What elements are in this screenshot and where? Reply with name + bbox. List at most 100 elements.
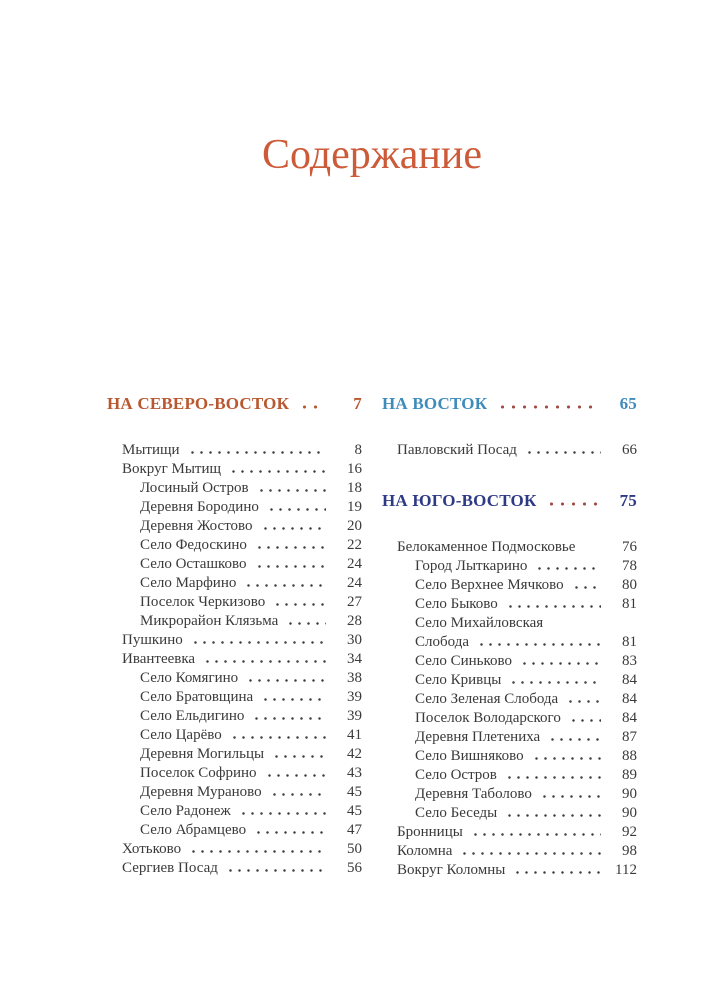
- dot-leader: [254, 831, 326, 834]
- entry-page: 84: [622, 672, 637, 688]
- entry-label: Село Синьково: [415, 653, 512, 669]
- entry-page: 45: [347, 784, 362, 800]
- toc-entry: Село Беседы 90: [382, 804, 637, 823]
- toc-entry: Бронницы 92: [382, 823, 637, 842]
- toc-entry: Пушкино 30: [107, 631, 362, 650]
- toc-entry: Белокаменное Подмосковье 76: [382, 538, 637, 557]
- entry-label: Село Радонеж: [140, 803, 231, 819]
- dot-leader: [546, 502, 599, 506]
- entry-label: Мытищи: [122, 442, 180, 458]
- dot-leader: [260, 527, 326, 530]
- toc-entry: Мытищи 8: [107, 441, 362, 460]
- toc-entry: Село Братовщина 39: [107, 688, 362, 707]
- entry-page: 84: [622, 710, 637, 726]
- dot-leader: [225, 869, 326, 872]
- toc-entry: Павловский Посад 66: [382, 441, 637, 460]
- entry-page: 24: [347, 556, 362, 572]
- toc-entry: Вокруг Мытищ 16: [107, 460, 362, 479]
- toc-entry: Деревня Плетениха 87: [382, 728, 637, 747]
- toc-column: НА СЕВЕРО-ВОСТОК 7 Мытищи 8 Вокруг Мытищ 16 Ло…: [107, 394, 362, 880]
- dot-leader: [505, 605, 601, 608]
- toc-entry: Лосиный Остров 18: [107, 479, 362, 498]
- toc-entry: Село Марфино 24: [107, 574, 362, 593]
- entry-page: 38: [347, 670, 362, 686]
- entry-label: Слобода: [415, 634, 469, 650]
- toc-entry: Поселок Софрино 43: [107, 764, 362, 783]
- entry-label: Белокаменное Подмосковье: [397, 539, 576, 555]
- entry-label: Деревня Могильцы: [140, 746, 265, 762]
- entry-label: Город Лыткарино: [415, 558, 528, 574]
- dot-leader: [190, 641, 326, 644]
- dot-leader: [497, 405, 599, 409]
- dot-leader: [238, 812, 326, 815]
- toc-entry: Село Остров 89: [382, 766, 637, 785]
- entry-label: Сергиев Посад: [122, 860, 218, 876]
- dot-leader: [246, 679, 326, 682]
- dot-leader: [286, 622, 326, 625]
- section-entries: Мытищи 8 Вокруг Мытищ 16 Лосиный Остров 18 Дер…: [107, 441, 362, 878]
- entry-page: 18: [347, 480, 362, 496]
- entry-page: 78: [622, 558, 637, 574]
- entry-page: 88: [622, 748, 637, 764]
- entry-label: Село Вишняково: [415, 748, 524, 764]
- entry-label: Село Остров: [415, 767, 497, 783]
- entry-label: Село Федоскино: [140, 537, 247, 553]
- dot-leader: [551, 624, 601, 627]
- entry-page: 92: [622, 824, 637, 840]
- section-heading-east: НА ВОСТОК 65: [382, 394, 637, 414]
- dot-leader: [269, 793, 326, 796]
- section-heading-southeast: НА ЮГО-ВОСТОК 75: [382, 491, 637, 511]
- toc-entry: Деревня Могильцы 42: [107, 745, 362, 764]
- entry-label: Поселок Софрино: [140, 765, 257, 781]
- entry-page: 83: [622, 653, 637, 669]
- entry-page: 39: [347, 689, 362, 705]
- entry-label: Село Михайловская: [415, 615, 544, 631]
- entry-page: 41: [347, 727, 362, 743]
- toc-entry: Поселок Володарского 84: [382, 709, 637, 728]
- toc-section-east: НА ВОСТОК 65 Павловский Посад 66: [382, 394, 637, 460]
- section-heading-label: НА ВОСТОК: [382, 394, 488, 413]
- entry-label: Село Братовщина: [140, 689, 254, 705]
- toc-entry: Село Синьково 83: [382, 652, 637, 671]
- entry-page: 90: [622, 786, 637, 802]
- entry-page: 24: [347, 575, 362, 591]
- entry-page: 98: [622, 843, 637, 859]
- dot-leader: [568, 719, 601, 722]
- entry-label: Село Кривцы: [415, 672, 502, 688]
- entry-label: Вокруг Мытищ: [122, 461, 222, 477]
- entry-page: 27: [347, 594, 362, 610]
- entry-page: 30: [347, 632, 362, 648]
- entry-label: Хотьково: [122, 841, 182, 857]
- entry-label: Село Ельдигино: [140, 708, 245, 724]
- entry-label: Село Комягино: [140, 670, 239, 686]
- entry-page: 87: [622, 729, 637, 745]
- section-heading-page: 75: [619, 491, 637, 510]
- dot-leader: [504, 776, 601, 779]
- dot-leader: [476, 643, 601, 646]
- entry-page: 81: [622, 634, 637, 650]
- entry-label: Деревня Бородино: [140, 499, 259, 515]
- dot-leader: [509, 681, 601, 684]
- section-heading-label: НА СЕВЕРО-ВОСТОК: [107, 394, 290, 413]
- entry-label: Поселок Черкизово: [140, 594, 266, 610]
- dot-leader: [583, 548, 601, 551]
- toc-entry: Село Радонеж 45: [107, 802, 362, 821]
- entry-label: Пушкино: [122, 632, 183, 648]
- entry-label: Поселок Володарского: [415, 710, 561, 726]
- dot-leader: [261, 698, 326, 701]
- toc-columns: НА СЕВЕРО-ВОСТОК 7 Мытищи 8 Вокруг Мытищ 16 Ло…: [107, 394, 637, 880]
- section-entries: Белокаменное Подмосковье 76 Город Лыткарин…: [382, 538, 637, 880]
- entry-page: 20: [347, 518, 362, 534]
- toc-entry: Село Верхнее Мячково 80: [382, 576, 637, 595]
- toc-entry: Село Комягино 38: [107, 669, 362, 688]
- entry-label: Деревня Жостово: [140, 518, 253, 534]
- entry-page: 28: [347, 613, 362, 629]
- entry-label: Лосиный Остров: [140, 480, 249, 496]
- dot-leader: [272, 755, 326, 758]
- dot-leader: [520, 662, 601, 665]
- entry-label: Коломна: [397, 843, 453, 859]
- page-title: Содержание: [261, 132, 483, 179]
- toc-entry: Поселок Черкизово 27: [107, 593, 362, 612]
- entry-page: 50: [347, 841, 362, 857]
- entry-page: 76: [622, 539, 637, 555]
